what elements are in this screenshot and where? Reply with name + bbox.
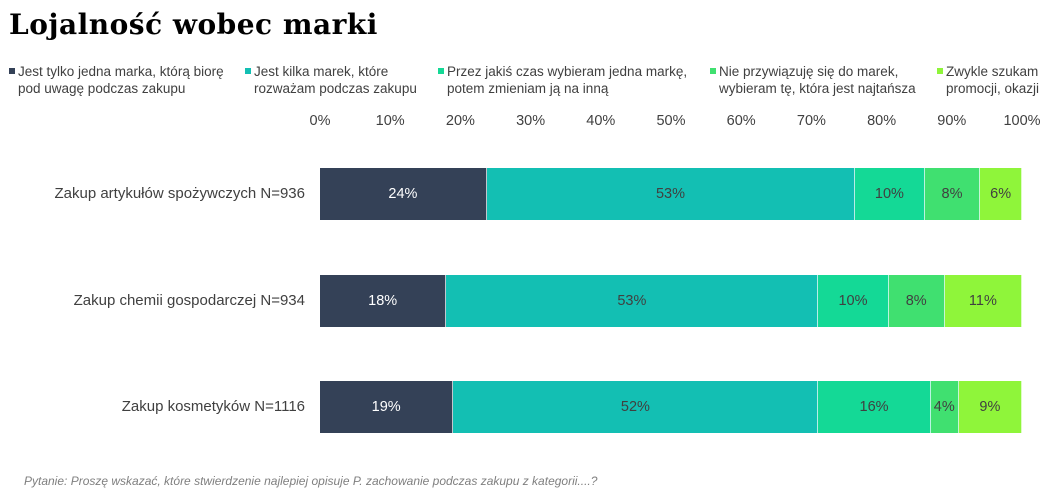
bar-segment: 53% [486,168,856,220]
bar-segment: 9% [958,381,1022,433]
x-tick-label: 20% [445,113,475,129]
category-label: Zakup artykułów spożywczych N=936 [54,185,305,202]
bar-segment: 24% [320,168,487,220]
legend-swatch [710,68,716,74]
bar-value-label: 52% [620,399,650,415]
legend-item: Przez jakiś czas wybieram jedna markę, po… [438,63,687,97]
x-tick-label: 10% [375,113,405,129]
bar-value-label: 9% [979,399,1001,415]
bar-segment: 52% [453,381,819,433]
bar-value-label: 8% [905,293,927,309]
x-tick-label: 50% [656,113,686,129]
legend-item: Nie przywiązuję się do marek, wybieram tę… [710,63,916,97]
bar-segment: 4% [930,381,959,433]
category-label: Zakup chemii gospodarczej N=934 [73,292,305,309]
legend-swatch [245,68,251,74]
legend-item: Jest kilka marek, które rozważam podczas … [245,63,417,97]
legend-label-line2: rozważam podczas zakupu [254,81,417,96]
bar-value-label: 8% [941,186,963,202]
bar-segment: 6% [980,168,1022,220]
bar-value-label: 53% [617,293,647,309]
bar-value-label: 10% [874,186,904,202]
x-tick-label: 0% [309,113,331,129]
bar-value-label: 4% [933,399,955,415]
bar-segment: 11% [944,275,1022,327]
legend-label-line1: Nie przywiązuję się do marek, [719,64,899,79]
bar-value-label: 18% [368,293,398,309]
bar-segment: 16% [818,381,931,433]
x-tick-label: 40% [586,113,616,129]
bar-segment: 10% [818,275,889,327]
bar-segment: 8% [924,168,981,220]
bar-value-label: 16% [859,399,889,415]
legend-label-line2: potem zmieniam ją na inną [447,81,609,96]
legend-item: Zwykle szukam promocji, okazji [937,63,1039,97]
bar-value-label: 53% [655,186,685,202]
legend-label-line1: Jest kilka marek, które [254,64,389,79]
bar-value-label: 10% [838,293,868,309]
question-footnote: Pytanie: Proszę wskazać, które stwierdze… [24,474,598,488]
chart-title: Lojalność wobec marki [9,8,378,41]
bar-value-label: 6% [990,186,1012,202]
x-tick-label: 70% [796,113,826,129]
x-tick-label: 90% [937,113,967,129]
x-tick-label: 80% [867,113,897,129]
bar-segment: 18% [320,275,447,327]
legend-label-line1: Jest tylko jedna marka, którą biorę [18,64,224,79]
bar-segment: 19% [320,381,454,433]
bar-value-label: 19% [371,399,401,415]
legend-label-line2: promocji, okazji [946,81,1040,96]
legend-item: Jest tylko jedna marka, którą biorę pod u… [9,63,224,97]
legend-label-line1: Przez jakiś czas wybieram jedna markę, [447,64,688,79]
legend-label-line2: wybieram tę, która jest najtańsza [719,81,916,96]
legend-swatch [438,68,444,74]
bar-segment: 10% [855,168,925,220]
x-tick-label: 30% [516,113,546,129]
x-tick-label: 100% [1003,113,1041,129]
bar-value-label: 24% [388,186,418,202]
bar-segment: 8% [888,275,945,327]
bar-segment: 53% [446,275,819,327]
category-label: Zakup kosmetyków N=1116 [121,398,305,415]
legend-swatch [937,68,943,74]
bar-value-label: 11% [968,293,997,309]
x-tick-label: 60% [726,113,756,129]
legend-label-line1: Zwykle szukam [946,64,1039,79]
legend-label-line2: pod uwagę podczas zakupu [18,81,186,96]
legend-swatch [9,68,15,74]
